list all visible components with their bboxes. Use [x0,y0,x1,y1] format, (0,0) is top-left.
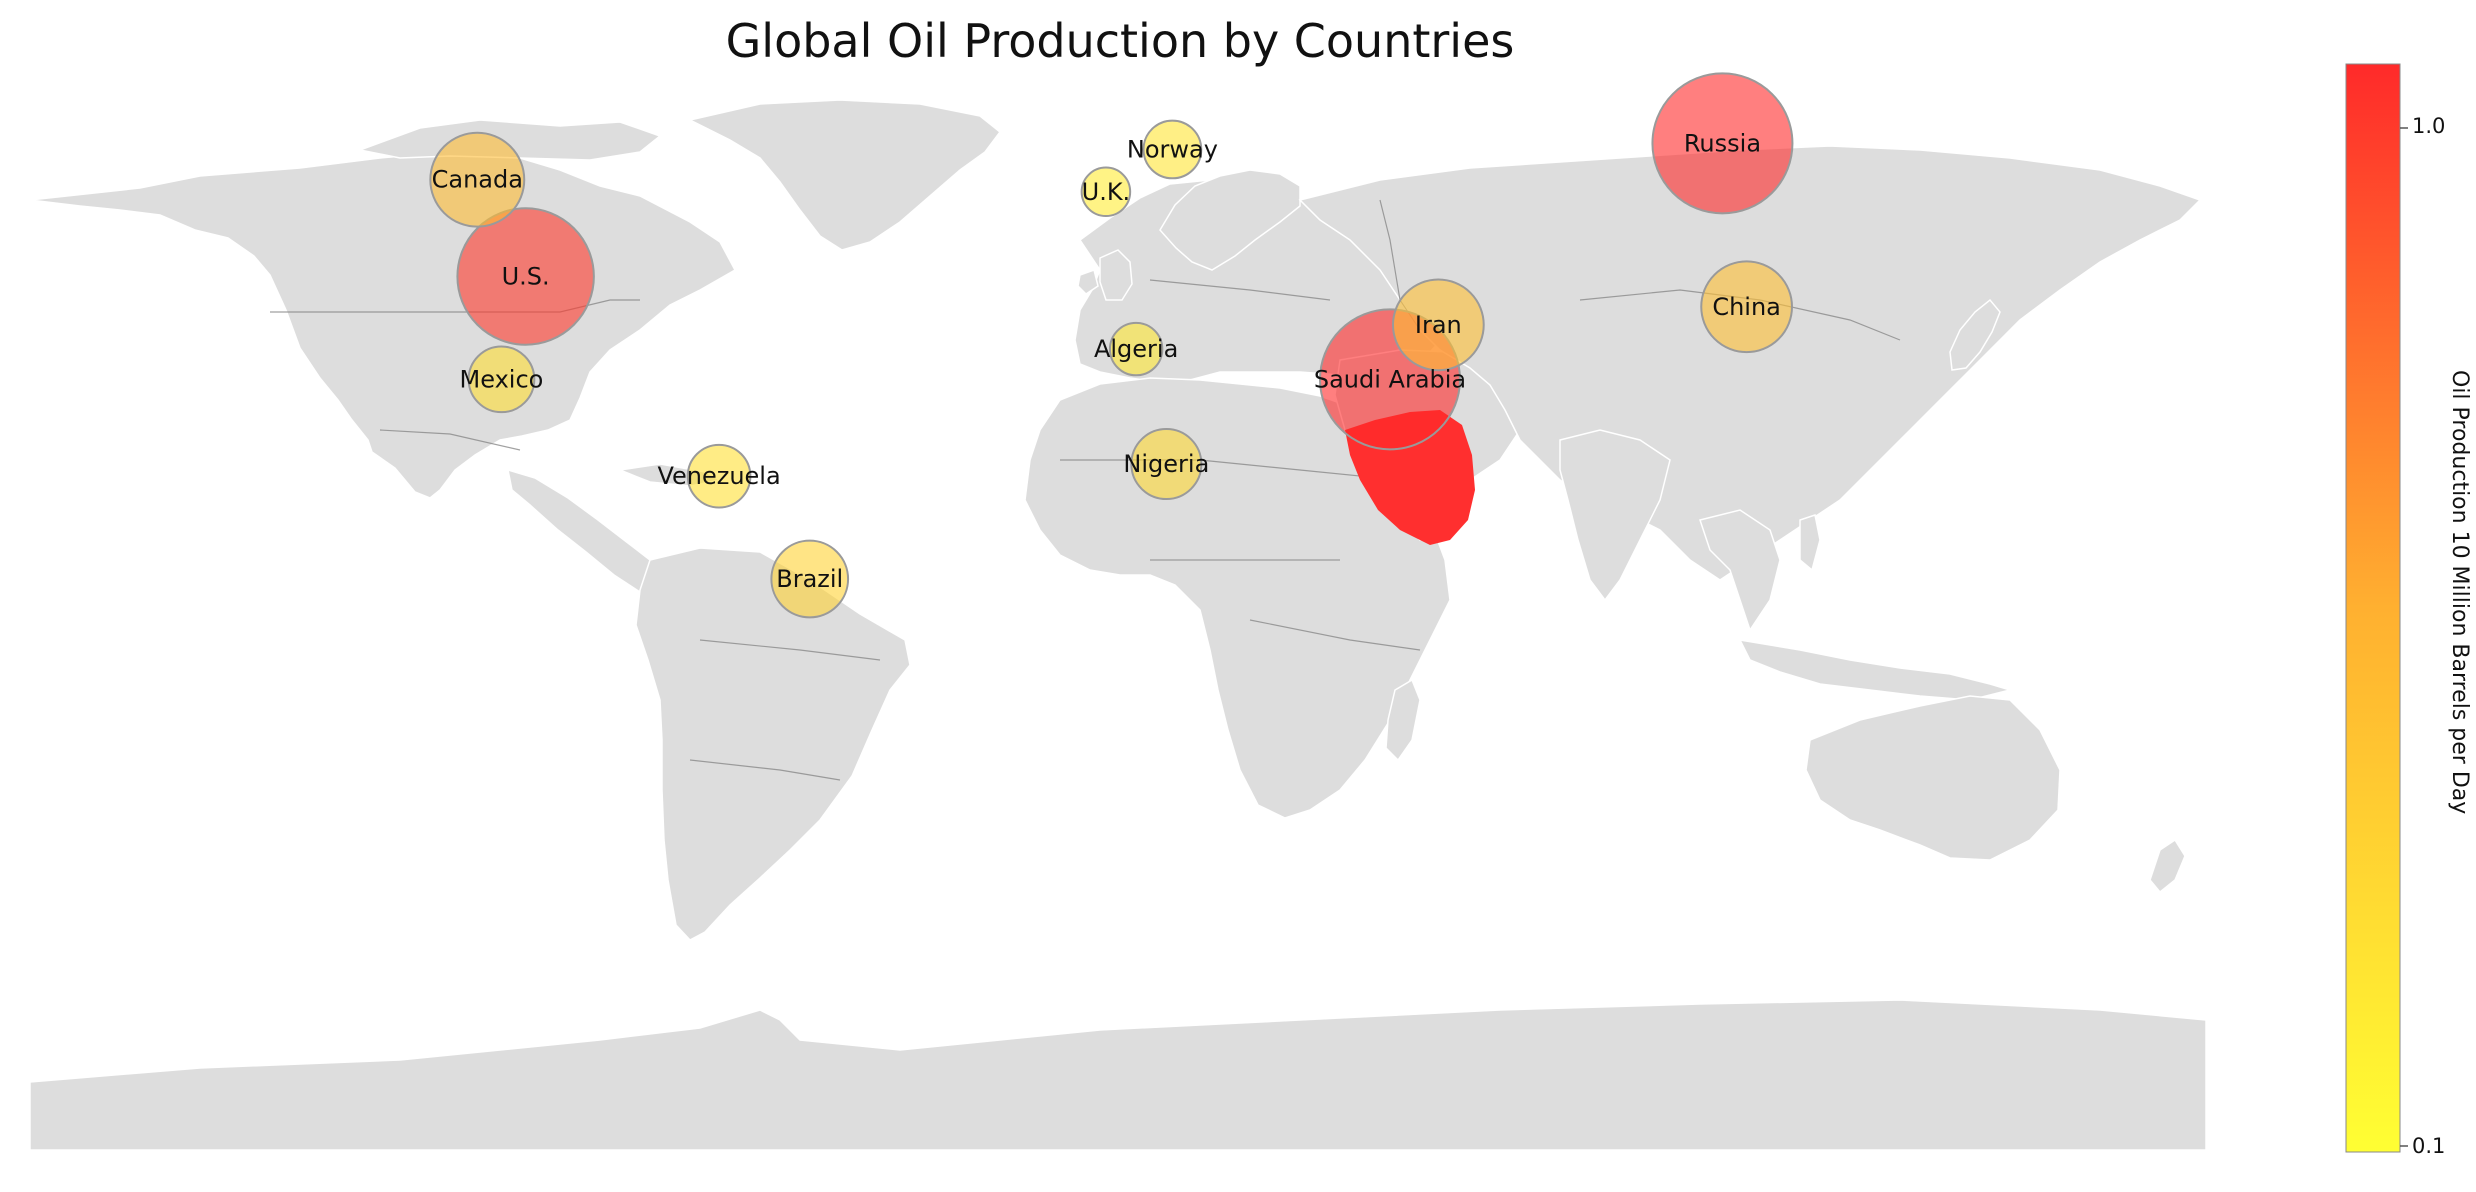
border-africa-1 [1060,459,1401,481]
land-british-isles [1099,249,1133,301]
label-saudi-arabia: Saudi Arabia [1314,365,1466,393]
bubble-iran [1391,278,1485,372]
colorbar-gradient [2345,63,2401,1153]
land-greenland [687,99,1002,251]
bubble-nigeria [1130,428,1203,501]
label-china: China [1712,293,1781,321]
border-south-america [699,639,881,661]
label-canada: Canada [432,166,523,194]
land-south-america [635,547,911,941]
label-u-s: U.S. [502,263,550,291]
colorbar-tick-label-high: 1.0 [2412,114,2446,138]
label-mexico: Mexico [460,365,544,393]
bubble-algeria [1108,321,1164,377]
label-venezuela: Venezuela [657,462,780,490]
land-masses [29,99,2207,1151]
colorbar-tick-label-low: 0.1 [2412,1134,2446,1158]
land-new-zealand [2149,838,2186,894]
land-north-america [29,151,737,499]
colorbar-label: Oil Production 10 Million Barrels per Da… [2447,370,2472,815]
bubble-norway [1142,119,1203,180]
land-madagascar [1385,678,1421,762]
border-africa-3 [1249,619,1421,651]
land-asia [1298,145,2202,581]
bubble-mexico [467,345,536,414]
land-philippines [1799,514,1821,572]
label-iran: Iran [1415,311,1462,339]
land-indonesia [1738,639,2013,701]
bubble-china [1700,260,1793,354]
land-scandinavia [1159,169,1301,271]
land-india [1559,429,1671,602]
border-us-mexico [379,429,521,451]
bubble-brazil [770,539,850,619]
land-southeast-asia [1699,509,1781,632]
land-africa [1024,377,1451,819]
chart-title: Global Oil Production by Countries [725,14,1515,68]
label-brazil: Brazil [776,565,843,593]
land-antarctica [29,999,2207,1151]
land-japan [1949,298,2001,371]
colorbar [2345,63,2408,1153]
production-bubbles: Russia Saudi Arabia U.S. Canada China Iran Bra… [429,72,1794,619]
bubble-venezuela [686,443,752,509]
label-nigeria: Nigeria [1123,450,1209,478]
border-europe [1149,279,1331,301]
bubble-russia [1651,72,1794,215]
border-south-america-2 [689,759,841,781]
bubble-u-k [1080,166,1132,218]
label-u-k: U.K. [1082,178,1131,206]
label-russia: Russia [1684,129,1761,157]
land-australia [1805,695,2061,861]
bubble-u-s [456,207,595,346]
bubble-canada [429,131,526,228]
label-algeria: Algeria [1094,335,1178,363]
label-norway: Norway [1127,135,1218,163]
land-ireland [1077,269,1099,295]
